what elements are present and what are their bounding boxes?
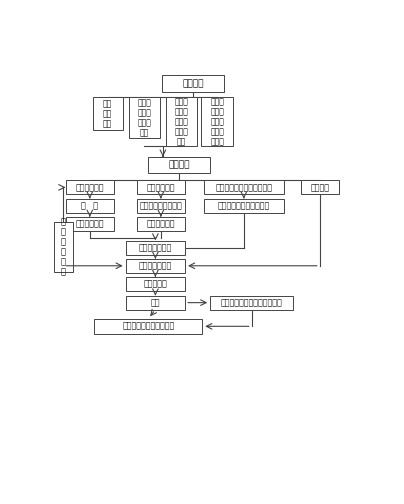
FancyBboxPatch shape [166,97,197,146]
Text: 爆破设计: 爆破设计 [182,79,204,88]
Text: 钒孔枠核检查: 钒孔枠核检查 [76,219,104,228]
FancyBboxPatch shape [126,259,185,273]
FancyBboxPatch shape [126,296,185,309]
Text: 装药量
计算起
爆网路
设计: 装药量 计算起 爆网路 设计 [137,98,152,137]
Text: 精确计算药量: 精确计算药量 [147,183,175,192]
FancyBboxPatch shape [137,217,185,231]
FancyBboxPatch shape [65,217,114,231]
FancyBboxPatch shape [129,97,160,138]
Text: 加工起爆药包: 加工起爆药包 [147,219,175,228]
FancyBboxPatch shape [137,199,185,213]
FancyBboxPatch shape [93,97,122,131]
Text: 爆破施工: 爆破施工 [168,160,189,169]
FancyBboxPatch shape [54,222,73,272]
FancyBboxPatch shape [126,277,185,291]
FancyBboxPatch shape [137,180,185,195]
FancyBboxPatch shape [204,180,284,195]
FancyBboxPatch shape [126,240,185,255]
Text: 钒   孔: 钒 孔 [81,201,98,210]
Text: 爆破现场检查与既有设施检查: 爆破现场检查与既有设施检查 [221,298,282,307]
Text: 调
整
爆
破
参
数: 调 整 爆 破 参 数 [61,217,66,276]
FancyBboxPatch shape [301,180,339,195]
FancyBboxPatch shape [162,75,224,92]
Text: 起爆: 起爆 [151,298,160,307]
Text: 装药与炎孔填塞: 装药与炎孔填塞 [139,243,172,252]
Text: 开振减振沟或打密集减振孔: 开振减振沟或打密集减振孔 [215,183,272,192]
Text: 爆破效果及爆破振动分析: 爆破效果及爆破振动分析 [122,322,175,331]
Text: 标定炎孔部位: 标定炎孔部位 [76,183,104,192]
FancyBboxPatch shape [95,319,202,334]
Text: 监测方
案及监
测点布
置原则
确定: 监测方 案及监 测点布 置原则 确定 [175,97,188,146]
FancyBboxPatch shape [147,157,210,173]
Text: 试爆
炎眼
布置: 试爆 炎眼 布置 [103,99,112,129]
Text: 光面爆破: 光面爆破 [310,183,329,192]
FancyBboxPatch shape [65,199,114,213]
Text: 安全校
核及防
护措施
施工组
织设计: 安全校 核及防 护措施 施工组 织设计 [210,97,224,146]
Text: 爆破覆盖、监测设备布设: 爆破覆盖、监测设备布设 [218,201,270,210]
FancyBboxPatch shape [210,296,293,309]
FancyBboxPatch shape [202,97,233,146]
FancyBboxPatch shape [204,199,284,213]
FancyBboxPatch shape [65,180,114,195]
Text: 联结起爆源: 联结起爆源 [143,280,167,288]
Text: 联结、检查网络: 联结、检查网络 [139,261,172,270]
Text: 雷管段别核核和分配: 雷管段别核核和分配 [139,201,182,210]
